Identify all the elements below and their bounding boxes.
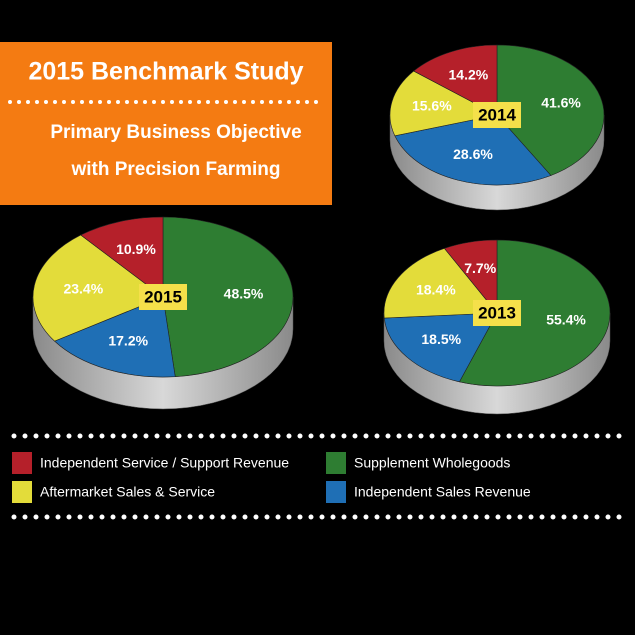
pie-slice <box>383 312 498 383</box>
pie-slice <box>32 234 164 342</box>
value-label: 28.6% <box>453 146 493 162</box>
value-label: 18.4% <box>416 282 456 298</box>
value-label: 48.5% <box>224 285 264 301</box>
value-label: 41.6% <box>541 94 581 110</box>
value-label: 14.2% <box>449 67 489 83</box>
pie-slice <box>443 239 498 314</box>
year-label: 2014 <box>478 105 516 124</box>
pie-slice <box>54 296 176 378</box>
legend-swatch <box>326 481 346 503</box>
legend-swatch <box>326 452 346 474</box>
legend-swatch <box>12 481 32 503</box>
subtitle: Primary Business Objective <box>50 122 301 143</box>
legend-label: Supplement Wholegoods <box>354 455 510 471</box>
pie-slice <box>496 44 605 176</box>
value-label: 17.2% <box>108 332 148 348</box>
value-label: 55.4% <box>546 311 586 327</box>
value-label: 18.5% <box>421 331 461 347</box>
pie-slice <box>413 44 498 116</box>
pie-slice <box>394 114 552 186</box>
year-box <box>473 102 521 128</box>
subtitle: with Precision Farming <box>70 159 280 180</box>
value-label: 10.9% <box>116 241 156 257</box>
value-label: 23.4% <box>63 280 103 296</box>
legend-label: Aftermarket Sales & Service <box>40 484 215 500</box>
year-box <box>139 284 187 310</box>
year-box <box>473 300 521 326</box>
pie-slice <box>389 70 498 137</box>
title: 2015 Benchmark Study <box>28 58 303 86</box>
pie-slice <box>162 216 294 377</box>
year-label: 2015 <box>144 287 182 306</box>
legend-swatch <box>12 452 32 474</box>
pie-slice <box>80 216 164 298</box>
value-label: 15.6% <box>412 98 452 114</box>
pie-slice <box>383 248 498 319</box>
value-label: 7.7% <box>464 260 496 276</box>
header-box <box>0 42 332 205</box>
legend-label: Independent Sales Revenue <box>354 484 531 500</box>
year-label: 2013 <box>478 303 516 322</box>
legend-label: Independent Service / Support Revenue <box>40 455 289 471</box>
